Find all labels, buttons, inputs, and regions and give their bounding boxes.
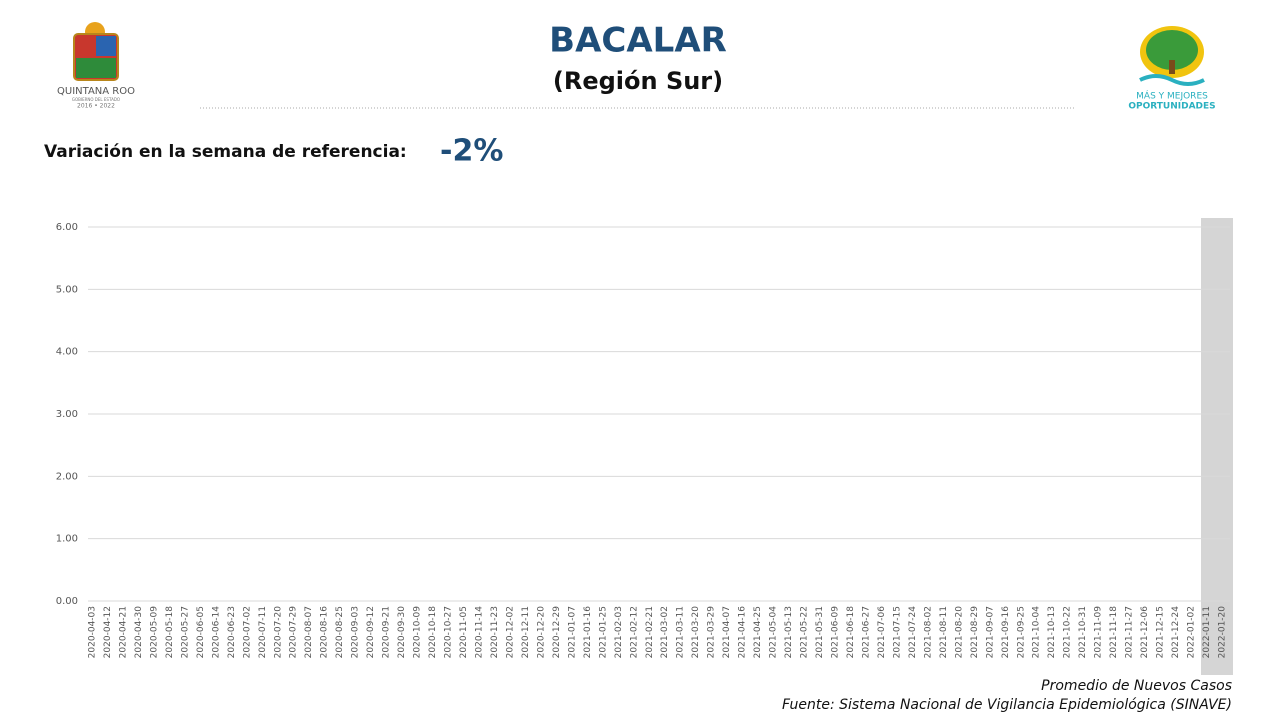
x-tick-label: 2021-01-16: [583, 606, 593, 659]
x-tick-label: 2021-10-04: [1032, 606, 1042, 659]
x-tick-label: 2020-04-21: [118, 606, 128, 658]
x-tick-label: 2021-05-04: [769, 606, 779, 659]
x-tick-label: 2021-04-25: [753, 606, 763, 658]
logo-years: 2016 • 2022: [77, 103, 115, 110]
x-tick-label: 2020-06-05: [196, 606, 206, 658]
summary-value: -2%: [440, 134, 503, 169]
x-tick-label: 2021-08-02: [923, 606, 933, 658]
summary-label: Variación en la semana de referencia:: [44, 142, 407, 162]
x-tick-label: 2021-10-13: [1047, 606, 1057, 658]
x-tick-label: 2021-05-31: [815, 606, 825, 658]
x-tick-label: 2021-08-29: [970, 606, 980, 659]
left-logo: [73, 22, 119, 81]
x-tick-label: 2020-09-21: [382, 606, 392, 658]
x-tick-label: 2021-11-09: [1094, 606, 1104, 659]
x-tick-label: 2021-06-27: [861, 606, 871, 658]
x-tick-label: 2021-08-20: [954, 606, 964, 659]
y-tick-label: 4.00: [56, 347, 78, 358]
highlight-region: [1201, 218, 1233, 675]
x-tick-label: 2021-02-21: [645, 606, 655, 658]
x-tick-label: 2021-03-02: [660, 606, 670, 658]
legend-text: Promedio de Nuevos Casos: [1041, 678, 1232, 694]
x-tick-label: 2022-01-11: [1202, 606, 1212, 658]
x-tick-label: 2021-12-06: [1140, 606, 1150, 659]
x-tick-label: 2021-05-22: [800, 606, 810, 658]
y-tick-label: 5.00: [56, 284, 78, 295]
x-tick-label: 2021-01-07: [567, 606, 577, 658]
x-tick-label: 2020-08-07: [304, 606, 314, 658]
x-tick-label: 2021-07-15: [892, 606, 902, 658]
y-tick-label: 3.00: [56, 409, 78, 420]
x-tick-label: 2021-10-31: [1078, 606, 1088, 658]
source: Fuente: Sistema Nacional de Vigilancia E…: [782, 697, 1232, 713]
x-tick-label: 2020-06-23: [227, 606, 237, 658]
x-tick-label: 2021-03-29: [707, 606, 717, 659]
x-tick-label: 2020-12-20: [536, 606, 546, 659]
x-tick-label: 2020-07-02: [242, 606, 252, 658]
x-tick-label: 2020-10-27: [444, 606, 454, 658]
x-tick-label: 2021-02-12: [629, 606, 639, 658]
x-tick-label: 2020-09-30: [397, 606, 407, 659]
x-tick-label: 2020-06-14: [211, 606, 221, 659]
x-tick-label: 2021-11-18: [1109, 606, 1119, 659]
x-tick-label: 2020-09-03: [351, 606, 361, 658]
chart-title: BACALAR: [549, 21, 727, 61]
x-tick-label: 2020-05-18: [165, 606, 175, 659]
x-tick-label: 2021-01-25: [598, 606, 608, 658]
x-tick-label: 2021-06-18: [846, 606, 856, 659]
x-tick-label: 2021-05-13: [784, 606, 794, 658]
x-tick-label: 2021-07-06: [877, 606, 887, 659]
x-tick-label: 2020-07-20: [273, 606, 283, 659]
x-tick-label: 2021-07-24: [908, 606, 918, 659]
x-tick-label: 2020-11-14: [474, 606, 484, 659]
x-tick-label: 2021-03-20: [691, 606, 701, 659]
y-tick-label: 1.00: [56, 534, 78, 545]
x-tick-label: 2020-10-09: [413, 606, 423, 659]
y-tick-label: 2.00: [56, 471, 78, 482]
x-tick-label: 2021-10-22: [1063, 606, 1073, 658]
x-tick-label: 2021-02-03: [614, 606, 624, 658]
x-tick-label: 2021-04-16: [738, 606, 748, 659]
x-tick-label: 2020-07-29: [289, 606, 299, 659]
x-tick-label: 2020-04-30: [134, 606, 144, 659]
x-tick-label: 2021-09-07: [985, 606, 995, 658]
x-tick-label: 2022-01-02: [1187, 606, 1197, 658]
x-tick-label: 2020-10-18: [428, 606, 438, 659]
x-tick-label: 2021-03-11: [676, 606, 686, 658]
x-tick-label: 2021-11-27: [1125, 606, 1135, 658]
x-tick-label: 2021-08-11: [939, 606, 949, 658]
x-tick-label: 2020-08-25: [335, 606, 345, 658]
x-tick-label: 2020-08-16: [320, 606, 330, 659]
right-logo: [1139, 26, 1205, 86]
x-tick-label: 2021-12-24: [1171, 606, 1181, 659]
logo-subtitle: GOBIERNO DEL ESTADO: [72, 97, 120, 102]
x-tick-label: 2021-09-16: [1001, 606, 1011, 659]
x-tick-label: 2020-12-29: [552, 606, 562, 659]
logo-name: QUINTANA ROO: [57, 86, 135, 97]
y-tick-label: 6.00: [56, 222, 78, 233]
x-tick-label: 2020-12-02: [505, 606, 515, 658]
x-tick-label: 2020-05-27: [180, 606, 190, 658]
logo-line2: OPORTUNIDADES: [1128, 102, 1215, 112]
x-tick-label: 2020-09-12: [366, 606, 376, 658]
x-tick-label: 2022-01-20: [1218, 606, 1228, 659]
chart-subtitle: (Región Sur): [553, 67, 723, 95]
x-tick-label: 2021-12-15: [1156, 606, 1166, 658]
x-tick-label: 2021-09-25: [1016, 606, 1026, 658]
x-tick-label: 2020-12-11: [521, 606, 531, 658]
x-tick-label: 2020-04-12: [103, 606, 113, 658]
x-tick-label: 2020-05-09: [149, 606, 159, 659]
x-tick-label: 2020-11-23: [490, 606, 500, 658]
x-tick-label: 2021-06-09: [831, 606, 841, 659]
x-tick-label: 2020-11-05: [459, 606, 469, 658]
x-tick-label: 2020-04-03: [88, 606, 98, 658]
x-tick-label: 2020-07-11: [258, 606, 268, 658]
y-tick-label: 0.00: [56, 596, 78, 607]
logo-line1: MÁS Y MEJORES: [1136, 90, 1208, 102]
x-tick-label: 2021-04-07: [722, 606, 732, 658]
